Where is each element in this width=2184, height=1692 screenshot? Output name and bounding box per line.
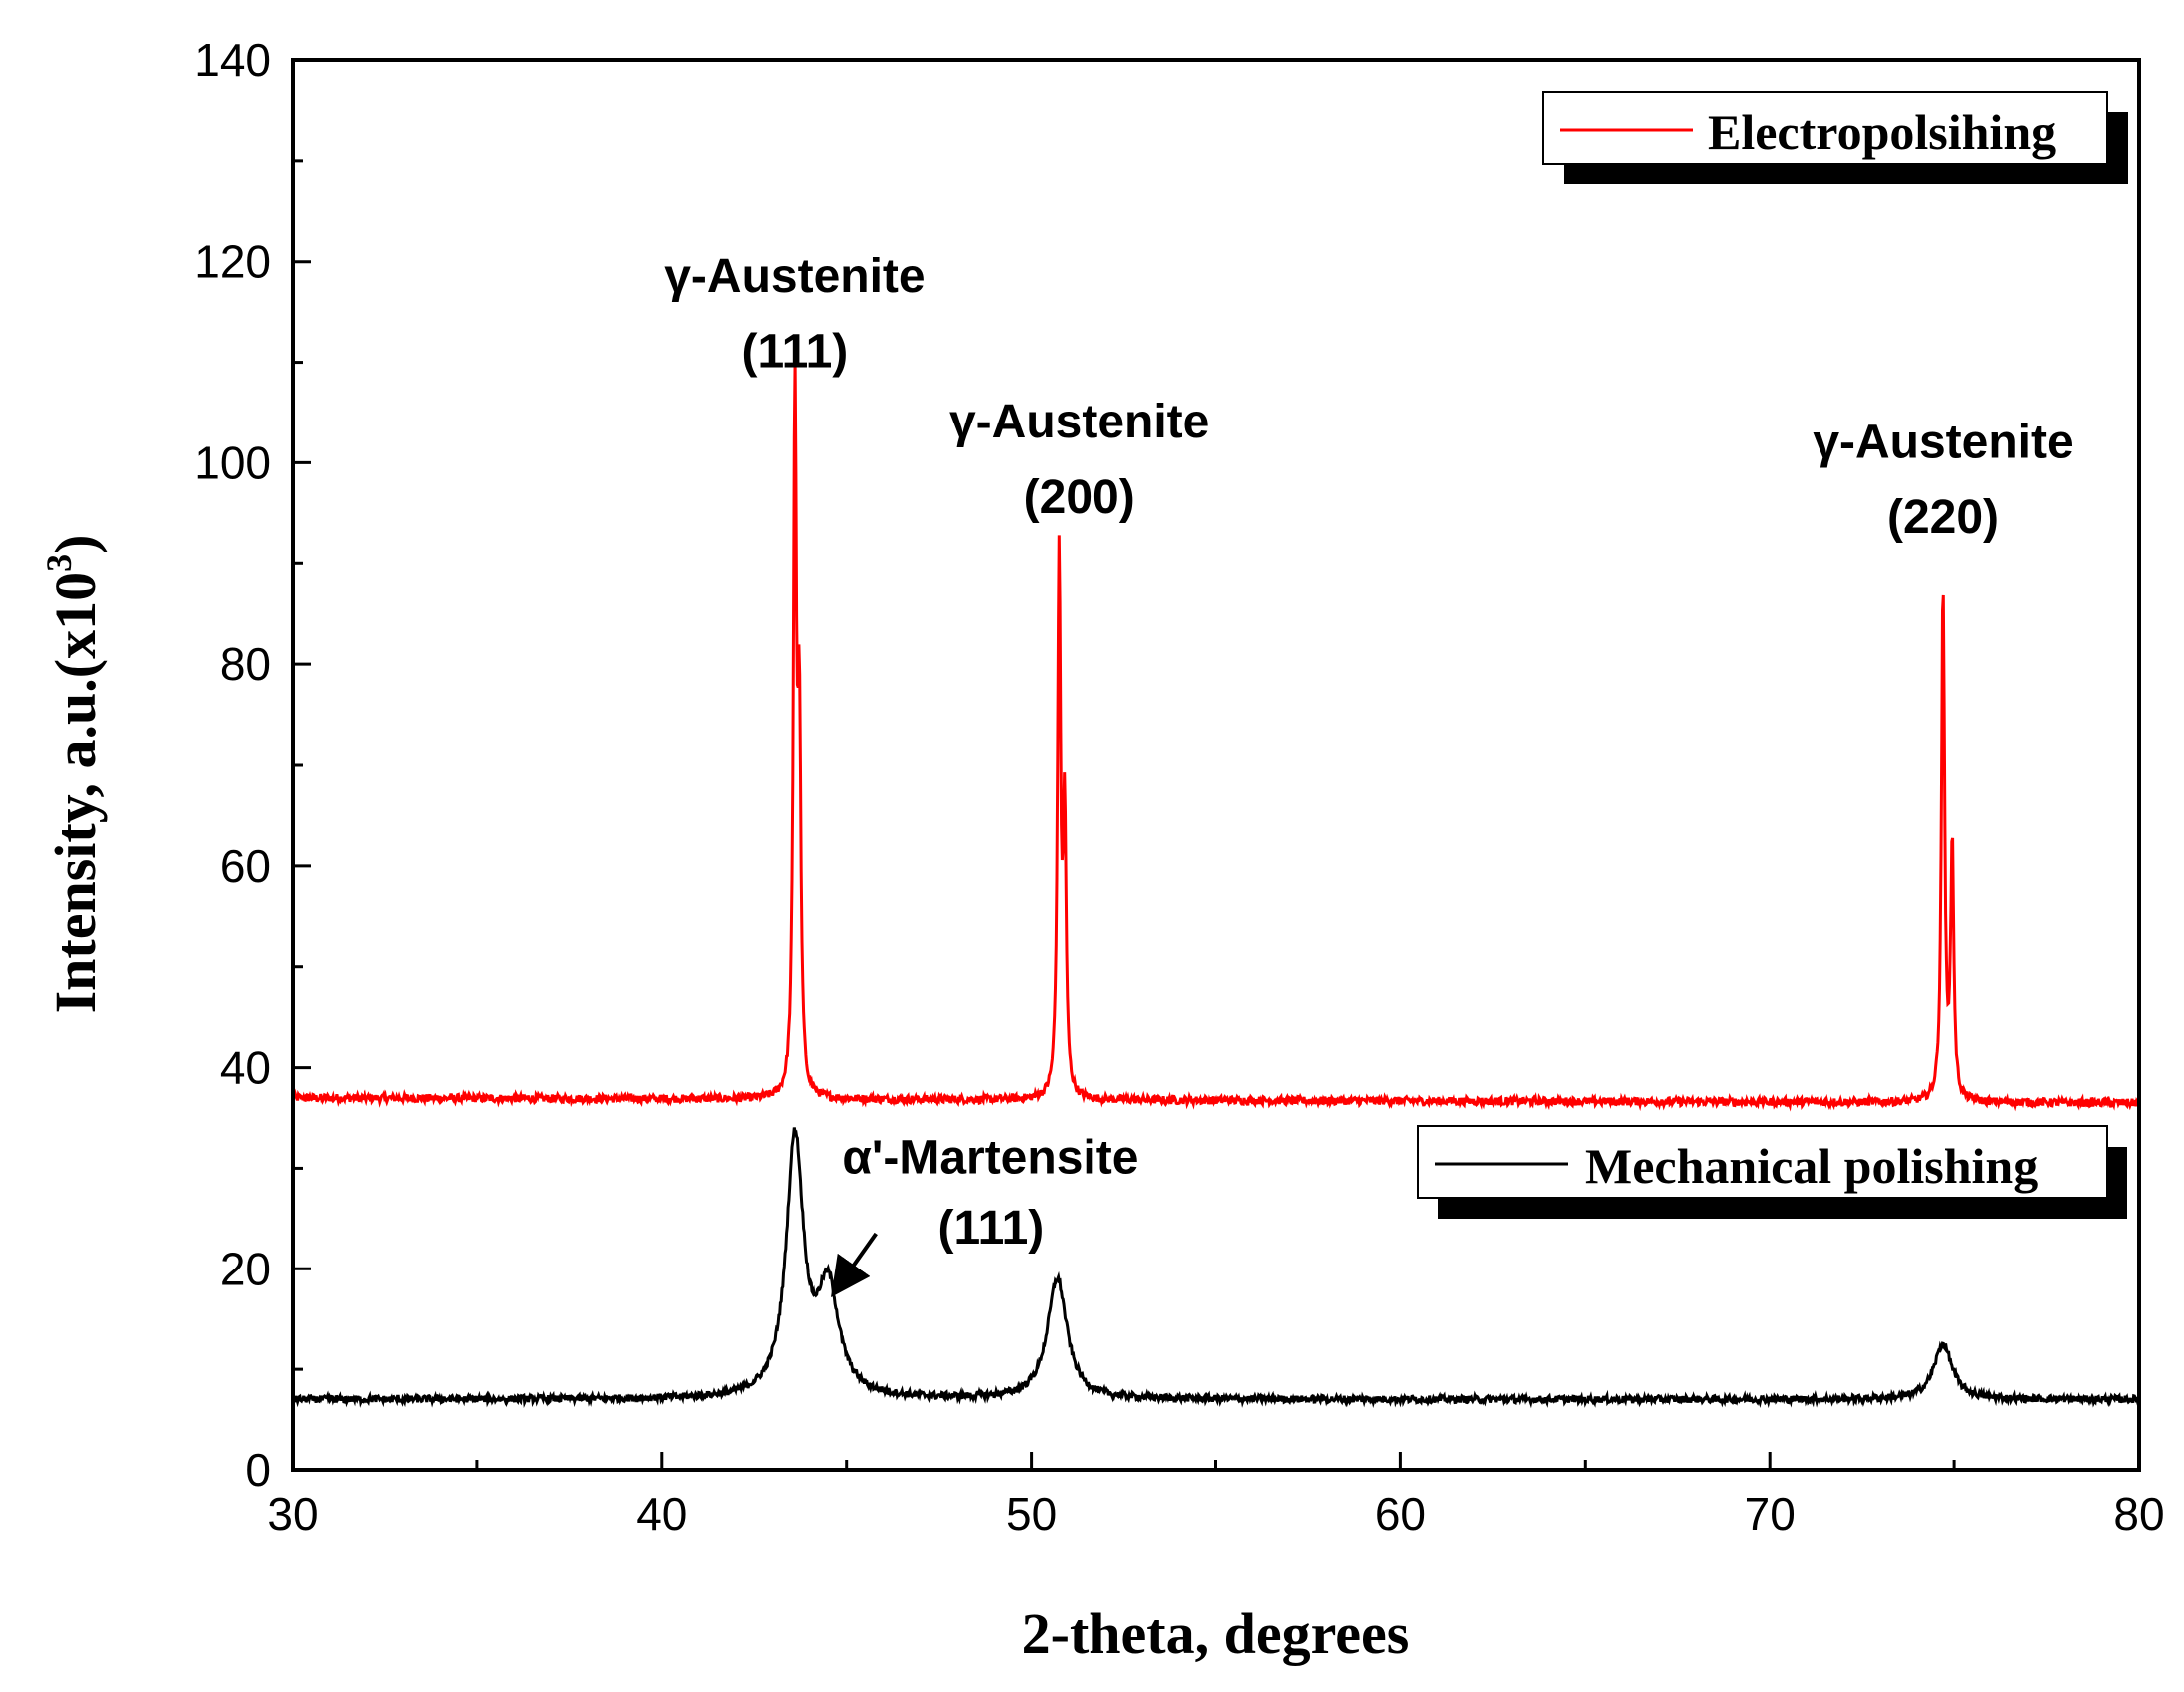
peak-annotation-title: γ-Austenite [664, 250, 925, 303]
y-tick-label: 60 [220, 840, 271, 892]
peak-annotation-title: α'-Martensite [842, 1131, 1138, 1184]
x-tick-label: 60 [1375, 1488, 1426, 1540]
y-tick-label: 40 [220, 1042, 271, 1094]
x-tick-label: 40 [636, 1488, 687, 1540]
series-line-electropolishing [291, 360, 2140, 1112]
y-tick-label: 120 [194, 236, 271, 288]
legend-mechanical: Mechanical polishing [1417, 1125, 2127, 1219]
y-tick-label: 100 [194, 436, 271, 488]
y-axis-title: Intensity, a.u.(x103) [39, 535, 108, 1014]
plot-frame [291, 58, 2141, 1472]
y-tick-label: 0 [245, 1444, 271, 1496]
x-axis-title: 2-theta, degrees [1022, 1601, 1410, 1666]
legend-electropolishing: Electropolsihing [1542, 91, 2128, 184]
legend-label-electropolishing: Electropolsihing [1708, 104, 2056, 160]
y-tick-label: 20 [220, 1243, 271, 1294]
y-axis-title-sup: 3 [39, 554, 79, 572]
peak-annotation-title: γ-Austenite [949, 396, 1209, 448]
x-tick-label: 50 [1006, 1488, 1057, 1540]
y-axis-title-close: ) [43, 535, 108, 554]
legend-box [1542, 91, 2108, 165]
y-axis-title-main: Intensity, a.u.(x10 [43, 572, 108, 1014]
x-tick-label: 80 [2113, 1488, 2164, 1540]
martensite-arrow [830, 1232, 878, 1298]
series-line-mechanical [292, 1127, 2141, 1409]
legend-box [1417, 1125, 2108, 1199]
peak-annotation-index: (111) [742, 326, 849, 379]
peak-annotation-title: γ-Austenite [1813, 416, 2073, 468]
legend-label-mechanical: Mechanical polishing [1585, 1138, 2038, 1194]
x-tick-label: 70 [1745, 1488, 1796, 1540]
peak-annotation-index: (200) [1024, 471, 1135, 524]
peak-annotation-index: (220) [1887, 491, 1999, 544]
peak-annotation-index: (111) [938, 1202, 1045, 1255]
y-tick-label: 140 [194, 34, 271, 86]
x-tick-label: 30 [267, 1488, 318, 1540]
y-tick-label: 80 [220, 638, 271, 690]
